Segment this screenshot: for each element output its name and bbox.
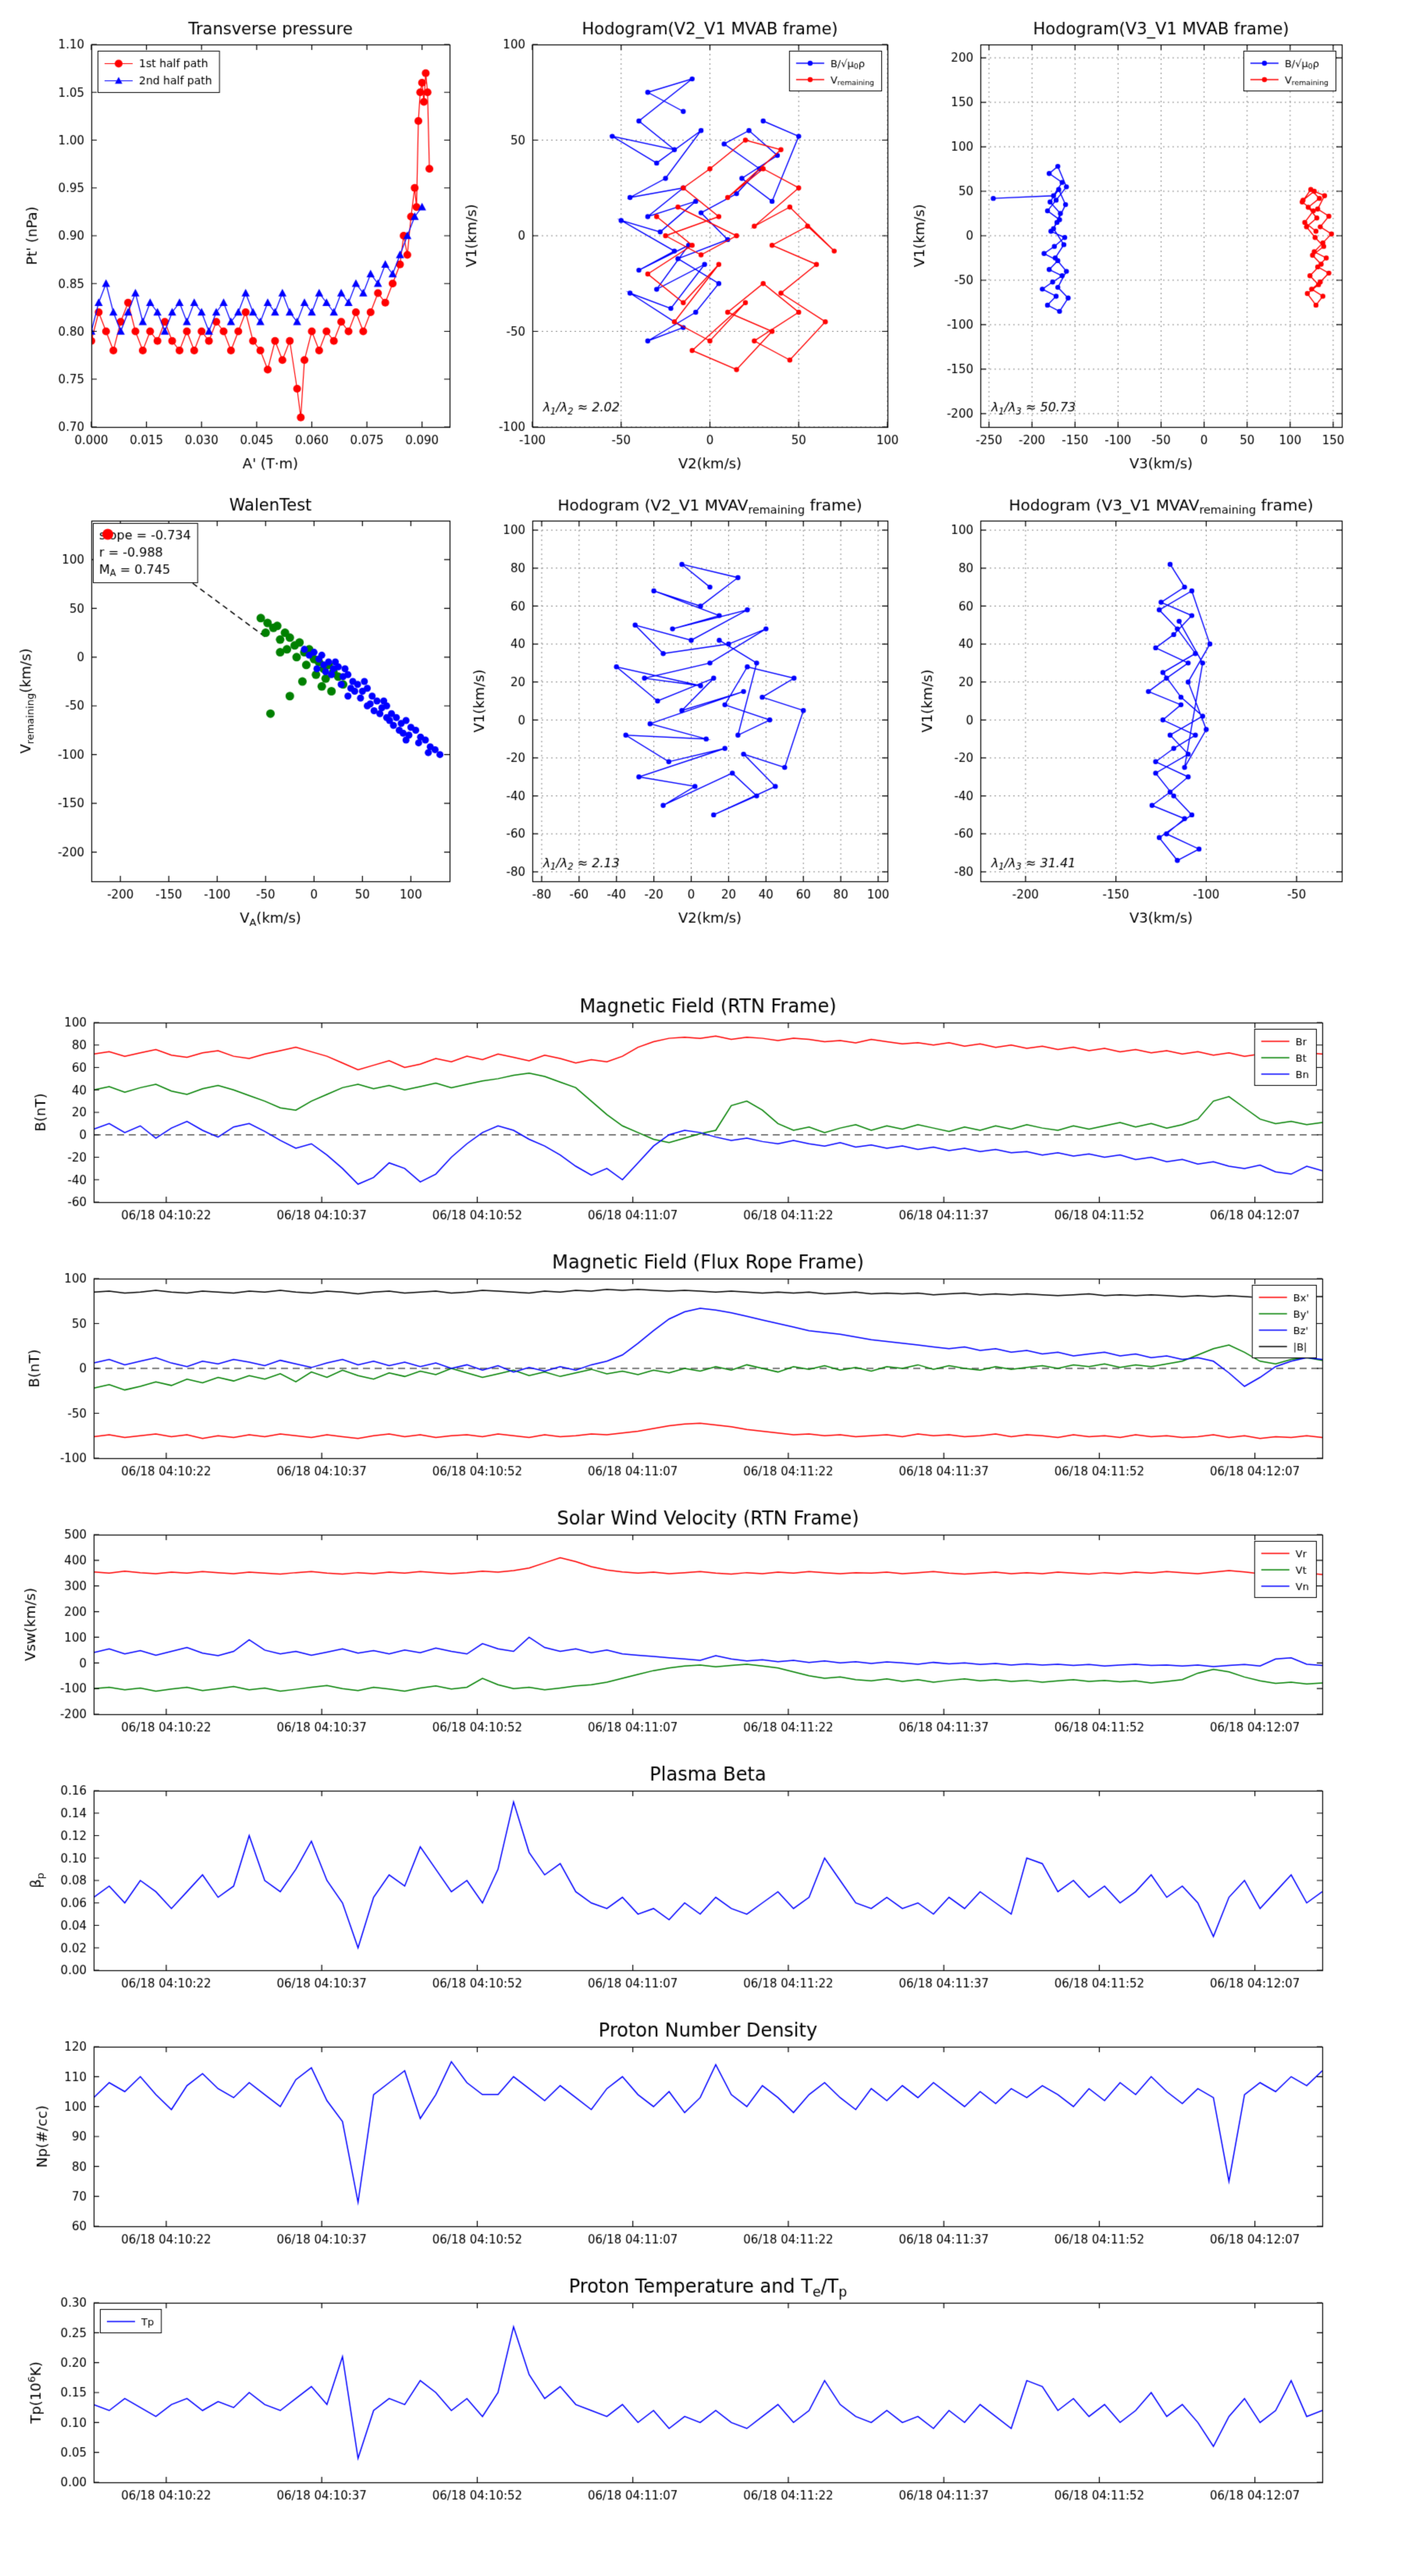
figure-canvas xyxy=(0,0,1405,2576)
figure xyxy=(0,0,1405,2576)
